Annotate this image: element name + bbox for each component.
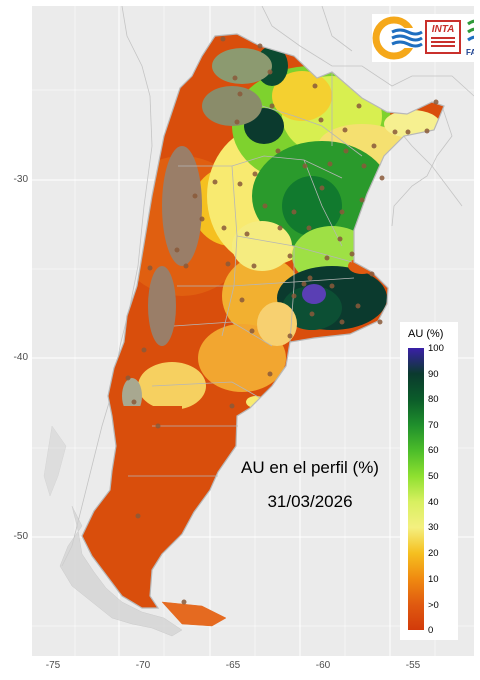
map-title: AU en el perfil (%) <box>241 458 379 477</box>
legend: AU (%) 100 90 80 70 60 50 40 30 20 10 >0… <box>400 322 458 640</box>
x-tick-label: -65 <box>225 660 241 671</box>
legend-label: 10 <box>428 574 439 585</box>
province-borders <box>128 72 363 477</box>
y-tick-label: -30 <box>13 174 28 185</box>
logo-strip: INTA FAUBA <box>372 14 474 62</box>
legend-label: 20 <box>428 548 439 559</box>
y-tick-label: -50 <box>13 531 28 542</box>
map-date: 31/03/2026 <box>267 492 353 511</box>
map-svg <box>32 6 474 656</box>
legend-label: 80 <box>428 394 439 405</box>
legend-label: 40 <box>428 497 439 508</box>
legend-label: 100 <box>428 343 444 354</box>
inta-logo: INTA <box>425 20 461 54</box>
fauba-logo-icon <box>467 19 474 42</box>
legend-label: 30 <box>428 522 439 533</box>
x-tick-label: -70 <box>135 660 151 671</box>
y-tick-label: -40 <box>13 352 28 363</box>
map-panel: INTA FAUBA <box>32 6 474 656</box>
fauba-logo-text: FAUBA <box>466 48 474 57</box>
legend-title: AU (%) <box>408 328 444 340</box>
southern-islands <box>43 425 227 637</box>
station-points <box>125 36 439 605</box>
legend-color-bar <box>408 348 424 630</box>
x-tick-label: -60 <box>315 660 331 671</box>
x-tick-label: -75 <box>45 660 61 671</box>
cima-logo-icon <box>372 16 423 60</box>
legend-label: 50 <box>428 471 439 482</box>
x-tick-label: -55 <box>405 660 421 671</box>
legend-label: 0 <box>428 625 434 636</box>
legend-label: 70 <box>428 420 439 431</box>
inta-logo-text: INTA <box>431 24 455 35</box>
legend-label: 90 <box>428 369 439 380</box>
legend-label: 60 <box>428 445 439 456</box>
legend-label: >0 <box>428 600 439 611</box>
